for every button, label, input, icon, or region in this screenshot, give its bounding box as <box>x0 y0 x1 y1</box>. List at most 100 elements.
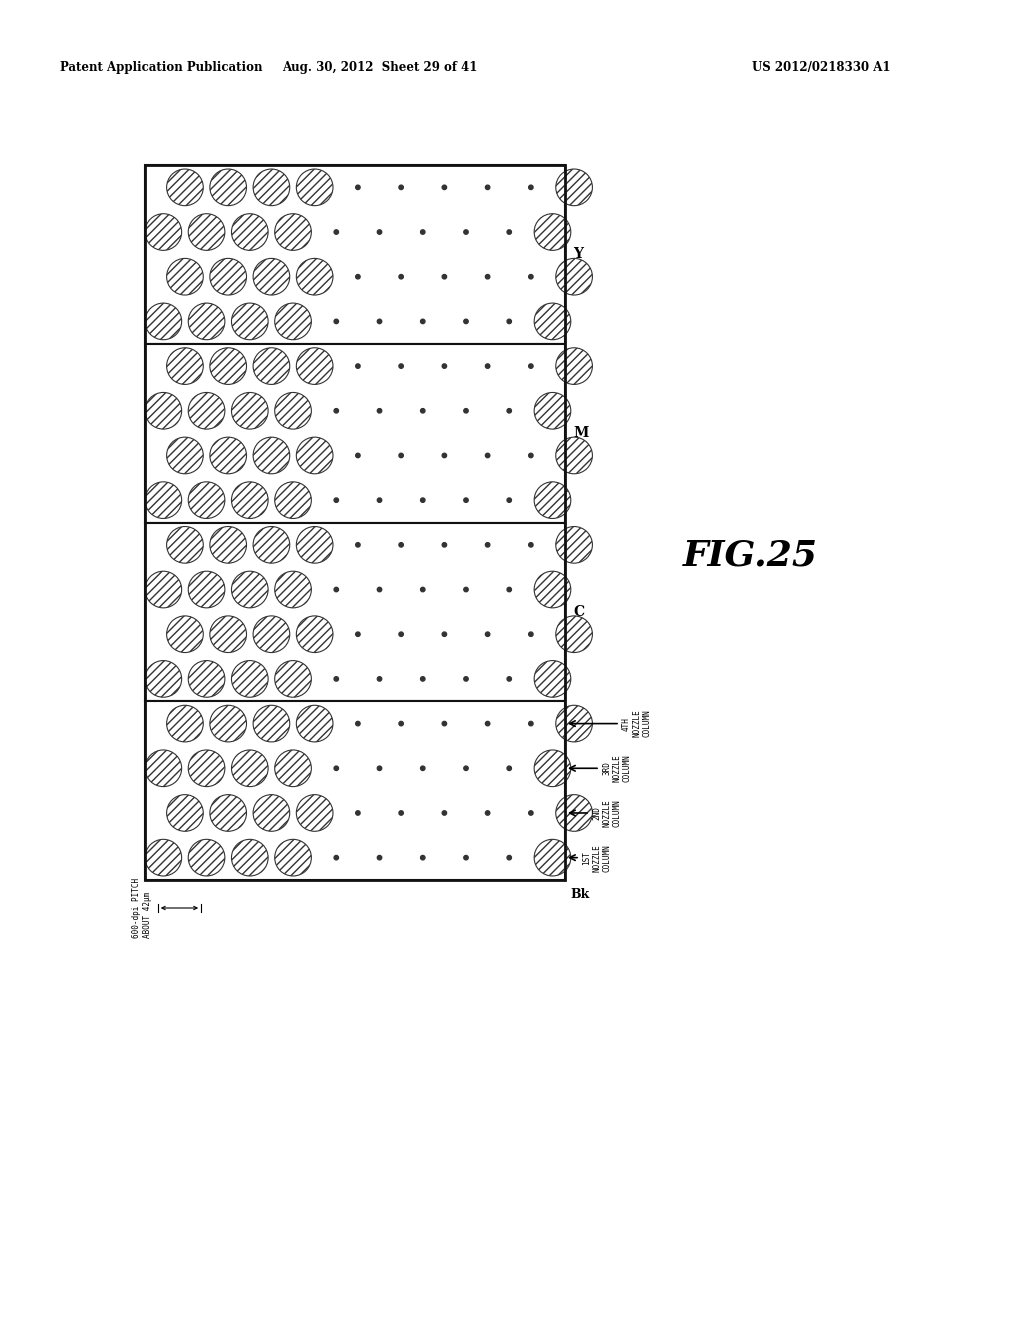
Circle shape <box>167 795 203 832</box>
Circle shape <box>355 722 360 726</box>
Circle shape <box>167 437 203 474</box>
Circle shape <box>528 543 534 546</box>
Circle shape <box>507 766 511 771</box>
Circle shape <box>485 543 489 546</box>
Circle shape <box>377 587 382 591</box>
Circle shape <box>464 498 468 503</box>
Text: 4TH
NOZZLE
COLUMN: 4TH NOZZLE COLUMN <box>622 710 652 738</box>
Circle shape <box>535 214 570 251</box>
Circle shape <box>274 660 311 697</box>
Circle shape <box>188 750 225 787</box>
Circle shape <box>556 616 593 652</box>
Circle shape <box>485 632 489 636</box>
Circle shape <box>377 766 382 771</box>
Bar <box>145 165 565 880</box>
Circle shape <box>274 392 311 429</box>
Text: FIG.25: FIG.25 <box>683 539 817 572</box>
Circle shape <box>145 660 181 697</box>
Circle shape <box>421 855 425 859</box>
Circle shape <box>399 275 403 279</box>
Bar <box>145 523 565 701</box>
Bar <box>145 343 565 523</box>
Text: 1ST
NOZZLE
COLUMN: 1ST NOZZLE COLUMN <box>582 843 611 871</box>
Circle shape <box>188 572 225 607</box>
Circle shape <box>421 498 425 503</box>
Circle shape <box>377 855 382 859</box>
Circle shape <box>296 259 333 296</box>
Circle shape <box>231 750 268 787</box>
Circle shape <box>528 632 534 636</box>
Circle shape <box>507 855 511 859</box>
Circle shape <box>556 437 593 474</box>
Circle shape <box>167 527 203 564</box>
Circle shape <box>355 632 360 636</box>
Circle shape <box>464 766 468 771</box>
Circle shape <box>485 722 489 726</box>
Circle shape <box>167 705 203 742</box>
Text: 2ND
NOZZLE
COLUMN: 2ND NOZZLE COLUMN <box>592 799 622 826</box>
Circle shape <box>464 230 468 234</box>
Circle shape <box>464 587 468 591</box>
Circle shape <box>528 722 534 726</box>
Circle shape <box>528 275 534 279</box>
Circle shape <box>535 482 570 519</box>
Circle shape <box>399 185 403 190</box>
Circle shape <box>355 810 360 816</box>
Circle shape <box>334 409 339 413</box>
Circle shape <box>274 572 311 607</box>
Circle shape <box>421 587 425 591</box>
Circle shape <box>355 543 360 546</box>
Circle shape <box>334 230 339 234</box>
Circle shape <box>210 705 247 742</box>
Circle shape <box>253 705 290 742</box>
Circle shape <box>507 587 511 591</box>
Bar <box>145 165 565 343</box>
Circle shape <box>485 275 489 279</box>
Circle shape <box>296 527 333 564</box>
Circle shape <box>442 722 446 726</box>
Circle shape <box>556 795 593 832</box>
Circle shape <box>334 766 339 771</box>
Circle shape <box>274 482 311 519</box>
Circle shape <box>442 453 446 458</box>
Circle shape <box>167 616 203 652</box>
Circle shape <box>210 347 247 384</box>
Circle shape <box>145 572 181 607</box>
Circle shape <box>231 214 268 251</box>
Circle shape <box>253 527 290 564</box>
Circle shape <box>334 677 339 681</box>
Circle shape <box>334 855 339 859</box>
Circle shape <box>274 304 311 339</box>
Circle shape <box>231 660 268 697</box>
Circle shape <box>535 304 570 339</box>
Circle shape <box>253 437 290 474</box>
Circle shape <box>188 660 225 697</box>
Circle shape <box>167 169 203 206</box>
Circle shape <box>188 304 225 339</box>
Circle shape <box>210 259 247 296</box>
Circle shape <box>167 259 203 296</box>
Circle shape <box>210 527 247 564</box>
Circle shape <box>464 409 468 413</box>
Circle shape <box>442 364 446 368</box>
Circle shape <box>231 304 268 339</box>
Circle shape <box>274 750 311 787</box>
Text: 600-dpi PITCH
ABOUT 42μm: 600-dpi PITCH ABOUT 42μm <box>132 878 152 939</box>
Circle shape <box>421 766 425 771</box>
Circle shape <box>421 319 425 323</box>
Circle shape <box>210 795 247 832</box>
Circle shape <box>399 632 403 636</box>
Circle shape <box>528 364 534 368</box>
Circle shape <box>528 810 534 816</box>
Text: Patent Application Publication: Patent Application Publication <box>60 62 262 74</box>
Circle shape <box>377 409 382 413</box>
Circle shape <box>535 840 570 876</box>
Circle shape <box>399 543 403 546</box>
Circle shape <box>145 482 181 519</box>
Circle shape <box>556 705 593 742</box>
Circle shape <box>442 185 446 190</box>
Circle shape <box>253 347 290 384</box>
Circle shape <box>421 677 425 681</box>
Circle shape <box>528 185 534 190</box>
Circle shape <box>334 319 339 323</box>
